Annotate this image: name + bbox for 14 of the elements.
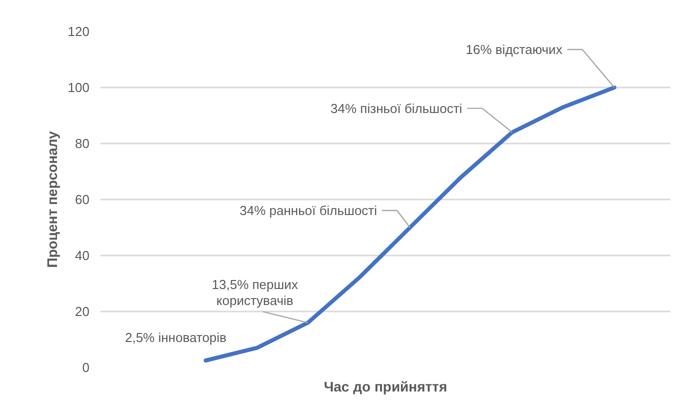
annotation: 2,5% інноваторів (124, 330, 227, 345)
y-tick-label: 40 (75, 248, 90, 263)
annotation: 13,5% перших користувачів (212, 277, 298, 308)
x-axis-title: Час до прийняття (324, 378, 448, 394)
y-tick-label: 100 (68, 80, 90, 95)
y-tick-label: 80 (75, 136, 90, 151)
y-tick-label: 0 (82, 360, 90, 375)
annotation: 34% ранньої більшості (240, 203, 378, 218)
y-tick-label: 120 (68, 24, 90, 39)
annotation: 34% пізньої більшості (330, 100, 462, 116)
y-tick-label: 60 (75, 192, 90, 207)
annotation: 16% відстаючих (466, 42, 563, 57)
y-tick-label: 20 (75, 304, 90, 319)
y-axis-title: Процент персоналу (44, 130, 60, 268)
